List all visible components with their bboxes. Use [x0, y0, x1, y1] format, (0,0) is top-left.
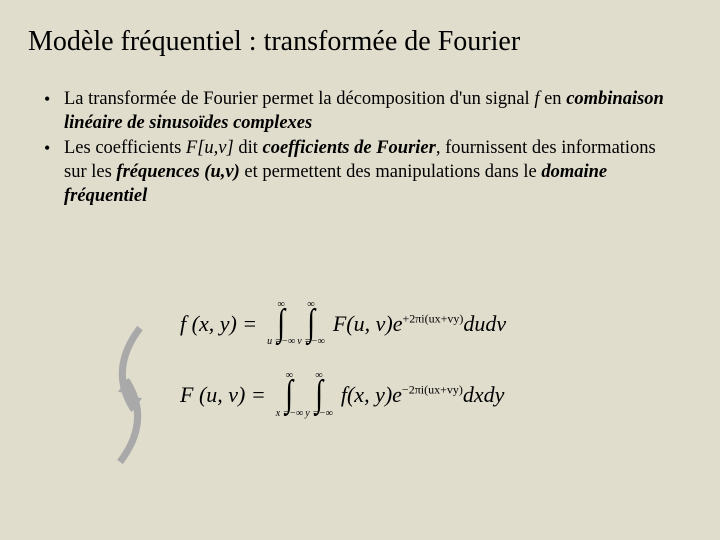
eq-lhs: F (u, v) =	[180, 382, 266, 408]
emph: fréquences (u,v)	[116, 162, 239, 182]
equations-block: f (x, y) = ∞ ∫ u =−∞ ∞ ∫ v =−∞ F(u, v)e+…	[180, 300, 600, 443]
forward-fourier-eq: F (u, v) = ∞ ∫ x =−∞ ∞ ∫ y =−∞ f(x, y)e−…	[180, 371, 600, 418]
integral-symbol: ∫	[307, 308, 315, 338]
eq-integrals: ∞ ∫ u =−∞ ∞ ∫ v =−∞	[267, 300, 327, 347]
bullet-item: Les coefficients F[u,v] dit coefficients…	[40, 137, 680, 208]
integral: ∞ ∫ x =−∞	[276, 371, 304, 418]
integral: ∞ ∫ y =−∞	[305, 371, 333, 418]
exponent: −2πi(ux+vy)	[402, 383, 463, 397]
eq-rhs: F(u, v)e+2πi(ux+vy)dudv	[333, 311, 506, 337]
text: Les coefficients	[64, 138, 186, 158]
inverse-fourier-eq: f (x, y) = ∞ ∫ u =−∞ ∞ ∫ v =−∞ F(u, v)e+…	[180, 300, 600, 347]
eq-lhs: f (x, y) =	[180, 311, 257, 337]
text: et permettent des manipulations dans le	[240, 162, 542, 182]
integral-symbol: ∫	[286, 379, 294, 409]
integral: ∞ ∫ v =−∞	[297, 300, 325, 347]
bullet-item: La transformée de Fourier permet la déco…	[40, 88, 680, 135]
exponent: +2πi(ux+vy)	[402, 311, 463, 325]
emph: coefficients de Fourier	[263, 138, 436, 158]
var-F: F[u,v]	[186, 138, 234, 158]
integral: ∞ ∫ u =−∞	[267, 300, 295, 347]
text: dudv	[463, 311, 506, 336]
bullet-list: La transformée de Fourier permet la déco…	[0, 58, 720, 208]
text: f(x, y)e	[341, 382, 402, 407]
integral-symbol: ∫	[315, 379, 323, 409]
text: La transformée de Fourier permet la déco…	[64, 89, 534, 109]
eq-rhs: f(x, y)e−2πi(ux+vy)dxdy	[341, 382, 505, 408]
text: dit	[234, 138, 263, 158]
eq-integrals: ∞ ∫ x =−∞ ∞ ∫ y =−∞	[276, 371, 335, 418]
integral-symbol: ∫	[277, 308, 285, 338]
text: dxdy	[463, 382, 505, 407]
slide-title: Modèle fréquentiel : transformée de Four…	[0, 0, 720, 58]
text: F(u, v)e	[333, 311, 403, 336]
transform-arrows	[100, 320, 160, 460]
text: en	[539, 89, 566, 109]
